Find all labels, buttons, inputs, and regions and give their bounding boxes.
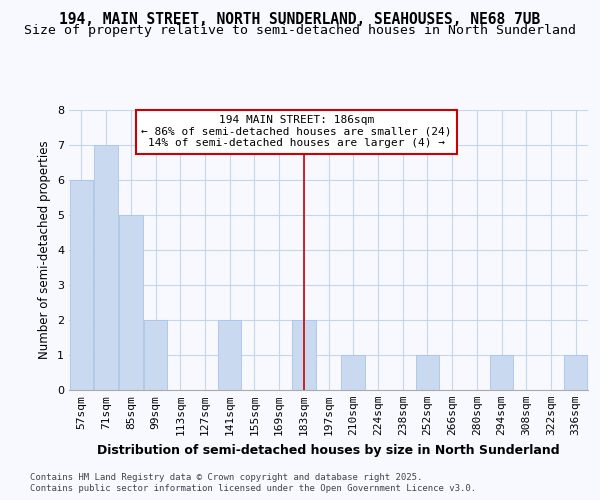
Text: Size of property relative to semi-detached houses in North Sunderland: Size of property relative to semi-detach… [24, 24, 576, 37]
Bar [218, 320, 241, 390]
Bar [416, 355, 439, 390]
Bar [144, 320, 167, 390]
Bar [119, 215, 143, 390]
Text: 194, MAIN STREET, NORTH SUNDERLAND, SEAHOUSES, NE68 7UB: 194, MAIN STREET, NORTH SUNDERLAND, SEAH… [59, 12, 541, 28]
Text: Contains HM Land Registry data © Crown copyright and database right 2025.: Contains HM Land Registry data © Crown c… [30, 472, 422, 482]
Text: Contains public sector information licensed under the Open Government Licence v3: Contains public sector information licen… [30, 484, 476, 493]
Bar [292, 320, 316, 390]
Bar [490, 355, 513, 390]
Y-axis label: Number of semi-detached properties: Number of semi-detached properties [38, 140, 52, 360]
X-axis label: Distribution of semi-detached houses by size in North Sunderland: Distribution of semi-detached houses by … [97, 444, 560, 456]
Bar [94, 145, 118, 390]
Bar [70, 180, 93, 390]
Bar [341, 355, 365, 390]
Bar [564, 355, 587, 390]
Text: 194 MAIN STREET: 186sqm
← 86% of semi-detached houses are smaller (24)
14% of se: 194 MAIN STREET: 186sqm ← 86% of semi-de… [141, 116, 452, 148]
